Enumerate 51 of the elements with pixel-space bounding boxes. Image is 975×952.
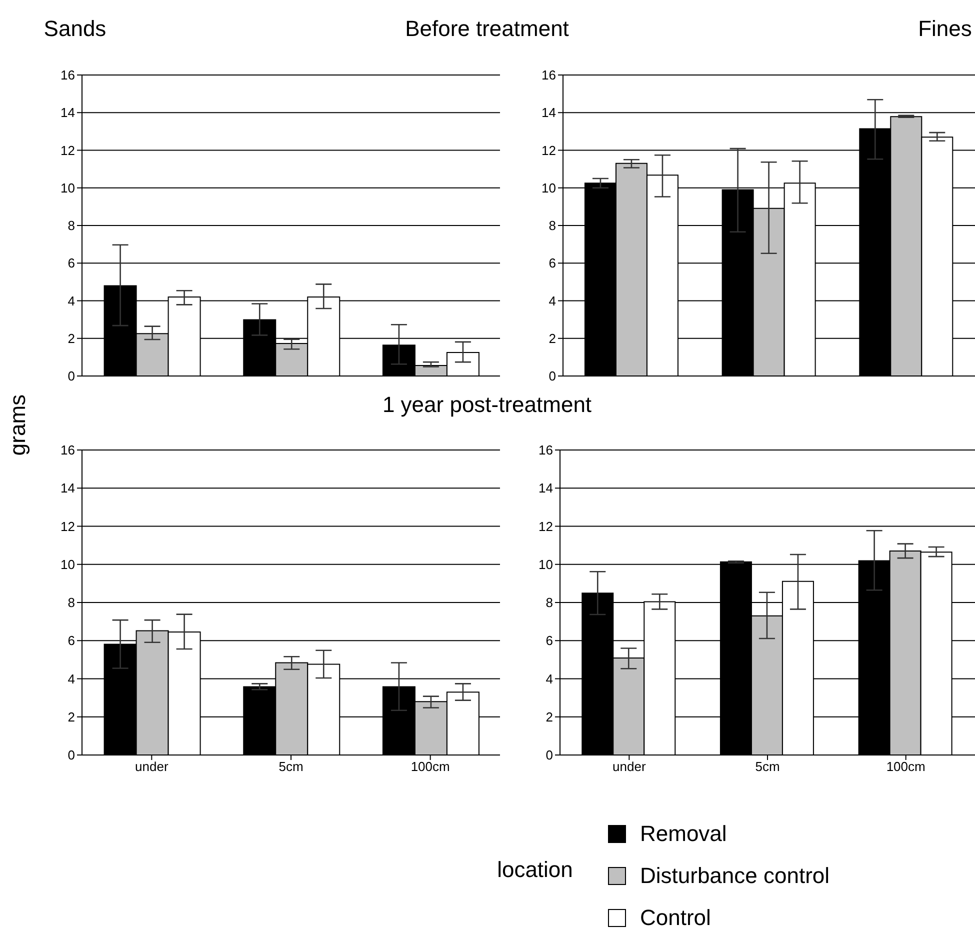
y-tick-label: 0: [68, 368, 75, 384]
legend-label: Disturbance control: [640, 863, 830, 889]
y-tick-label: 10: [542, 180, 556, 196]
y-tick-label: 0: [548, 368, 556, 384]
x-tick-label: under: [612, 759, 646, 774]
y-tick-label: 14: [60, 105, 75, 120]
y-tick-label: 4: [68, 293, 75, 308]
y-tick-label: 14: [60, 480, 75, 496]
y-tick-label: 14: [538, 480, 553, 496]
x-tick-label: 100cm: [410, 759, 450, 774]
legend-label: Removal: [640, 821, 727, 847]
y-tick-label: 16: [60, 68, 75, 83]
y-tick-label: 10: [60, 556, 75, 572]
legend-label: Control: [640, 905, 711, 931]
x-tick-label: 100cm: [886, 759, 926, 774]
y-tick-label: 4: [546, 671, 553, 686]
y-tick-label: 2: [68, 330, 75, 346]
x-axis-title: location: [497, 857, 573, 883]
y-tick-label: 16: [538, 442, 553, 458]
y-tick-label: 16: [542, 68, 556, 83]
y-tick-label: 2: [548, 330, 556, 346]
y-tick-label: 6: [548, 256, 556, 271]
chart-title: Sands: [44, 16, 106, 42]
y-tick-label: 10: [60, 180, 75, 196]
y-tick-label: 14: [542, 105, 556, 120]
y-tick-label: 4: [548, 293, 556, 308]
y-tick-label: 2: [68, 709, 75, 724]
x-tick-label: under: [135, 759, 169, 774]
y-axis-title: grams: [5, 394, 31, 456]
y-tick-label: 16: [60, 442, 75, 458]
x-tick-label: 5cm: [755, 759, 780, 774]
y-tick-label: 12: [542, 142, 556, 158]
y-tick-label: 0: [68, 748, 75, 763]
y-tick-label: 8: [68, 595, 75, 610]
y-tick-label: 8: [68, 218, 75, 234]
y-tick-label: 6: [546, 633, 553, 648]
y-tick-label: 8: [546, 595, 553, 610]
y-tick-label: 8: [548, 218, 556, 234]
y-tick-label: 12: [60, 142, 75, 158]
chart-title: Fines: [918, 16, 972, 42]
y-tick-label: 12: [60, 518, 75, 534]
chart-subtitle: 1 year post-treatment: [382, 392, 592, 418]
chart-subtitle: Before treatment: [405, 16, 569, 42]
y-tick-label: 2: [546, 709, 553, 724]
y-tick-label: 12: [538, 518, 553, 534]
y-tick-label: 6: [68, 633, 75, 648]
y-tick-label: 6: [68, 256, 75, 271]
x-tick-label: 5cm: [278, 759, 304, 774]
y-tick-label: 10: [538, 556, 553, 572]
y-tick-label: 4: [68, 671, 75, 686]
y-tick-label: 0: [546, 748, 553, 763]
